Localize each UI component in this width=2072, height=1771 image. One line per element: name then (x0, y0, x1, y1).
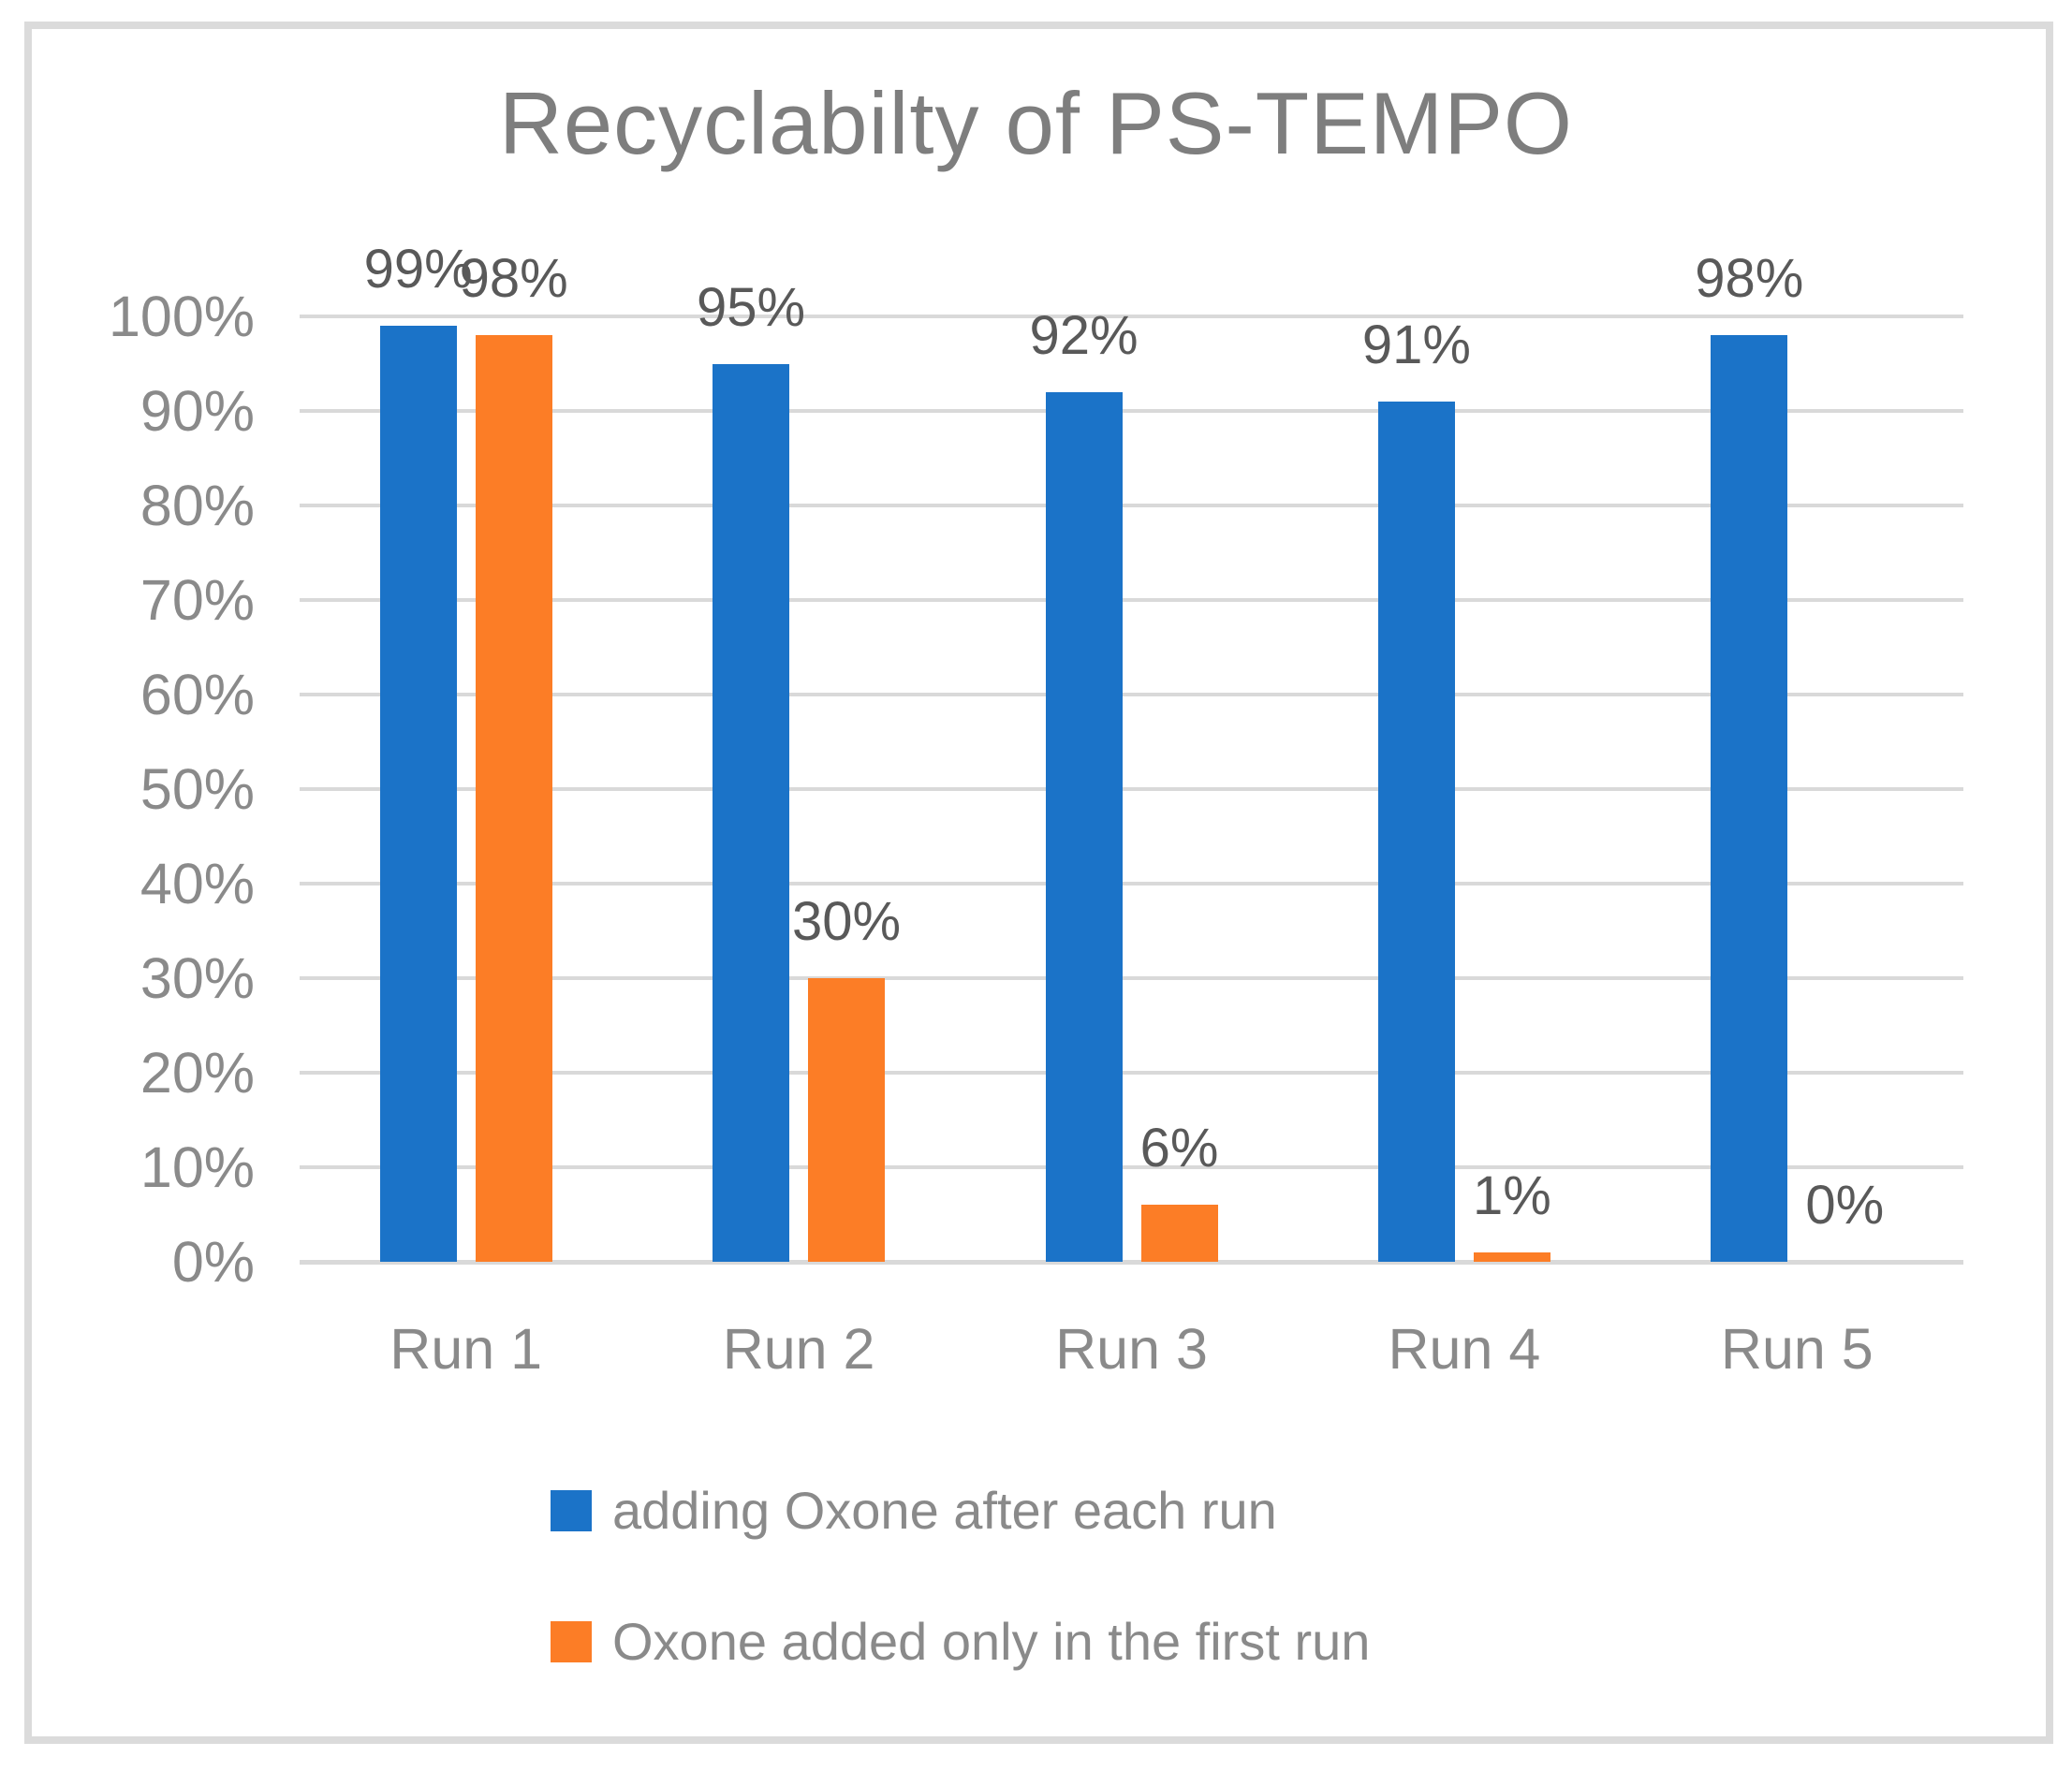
y-tick-label: 70% (140, 568, 255, 632)
bar-blue-run-2 (713, 363, 790, 1262)
bar-blue-run-1 (379, 326, 457, 1262)
y-tick-label: 60% (140, 663, 255, 726)
legend-label-series-1: adding Oxone after each run (612, 1481, 1277, 1540)
gridline (300, 409, 1963, 413)
legend-swatch-orange-icon (551, 1621, 592, 1662)
y-tick-label: 90% (140, 379, 255, 443)
gridline (300, 1165, 1963, 1169)
y-tick-label: 20% (140, 1041, 255, 1105)
x-category-label: Run 5 (1720, 1317, 1874, 1381)
x-category-label: Run 4 (1388, 1317, 1541, 1381)
data-label: 30% (792, 891, 902, 952)
bar-blue-run-5 (1711, 335, 1788, 1262)
y-tick-label: 50% (140, 757, 255, 821)
gridline (300, 693, 1963, 696)
data-label: 99% (363, 239, 473, 300)
gridline (300, 787, 1963, 791)
gridline (300, 1071, 1963, 1075)
bar-orange-run-3 (1140, 1205, 1218, 1262)
x-category-label: Run 1 (389, 1317, 543, 1381)
y-tick-label: 80% (140, 474, 255, 537)
gridline (300, 315, 1963, 318)
y-tick-label: 100% (108, 285, 255, 348)
gridline (300, 976, 1963, 980)
x-category-label: Run 2 (722, 1317, 875, 1381)
plot-area: 99% 98% 95% 30% 92% 6% 91% 1% 98% 0% (300, 240, 1963, 1265)
gridline (300, 504, 1963, 507)
legend-item-series-2: Oxone added only in the first run (551, 1612, 1371, 1671)
legend-swatch-blue-icon (551, 1490, 592, 1531)
data-label: 0% (1805, 1175, 1885, 1236)
legend-item-series-1: adding Oxone after each run (551, 1481, 1277, 1540)
gridline (300, 598, 1963, 602)
data-label: 98% (459, 248, 568, 310)
bar-orange-run-4 (1473, 1251, 1550, 1262)
bar-blue-run-3 (1045, 391, 1123, 1262)
bar-orange-run-1 (475, 335, 552, 1262)
y-tick-label: 10% (140, 1135, 255, 1199)
bar-orange-run-2 (808, 978, 886, 1262)
bar-blue-run-4 (1377, 401, 1455, 1262)
data-label: 98% (1695, 248, 1804, 310)
gridline (300, 882, 1963, 886)
data-label: 91% (1361, 314, 1471, 375)
y-tick-label: 30% (140, 946, 255, 1010)
y-tick-label: 0% (171, 1230, 255, 1294)
data-label: 1% (1472, 1164, 1551, 1226)
x-category-label: Run 3 (1055, 1317, 1208, 1381)
chart-title: Recyclabilty of PS-TEMPO (498, 74, 1574, 172)
data-label: 95% (697, 276, 806, 338)
data-label: 92% (1029, 304, 1139, 366)
data-label: 6% (1139, 1118, 1219, 1179)
legend-label-series-2: Oxone added only in the first run (612, 1612, 1371, 1671)
gridline (300, 1260, 1963, 1265)
y-tick-label: 40% (140, 852, 255, 915)
